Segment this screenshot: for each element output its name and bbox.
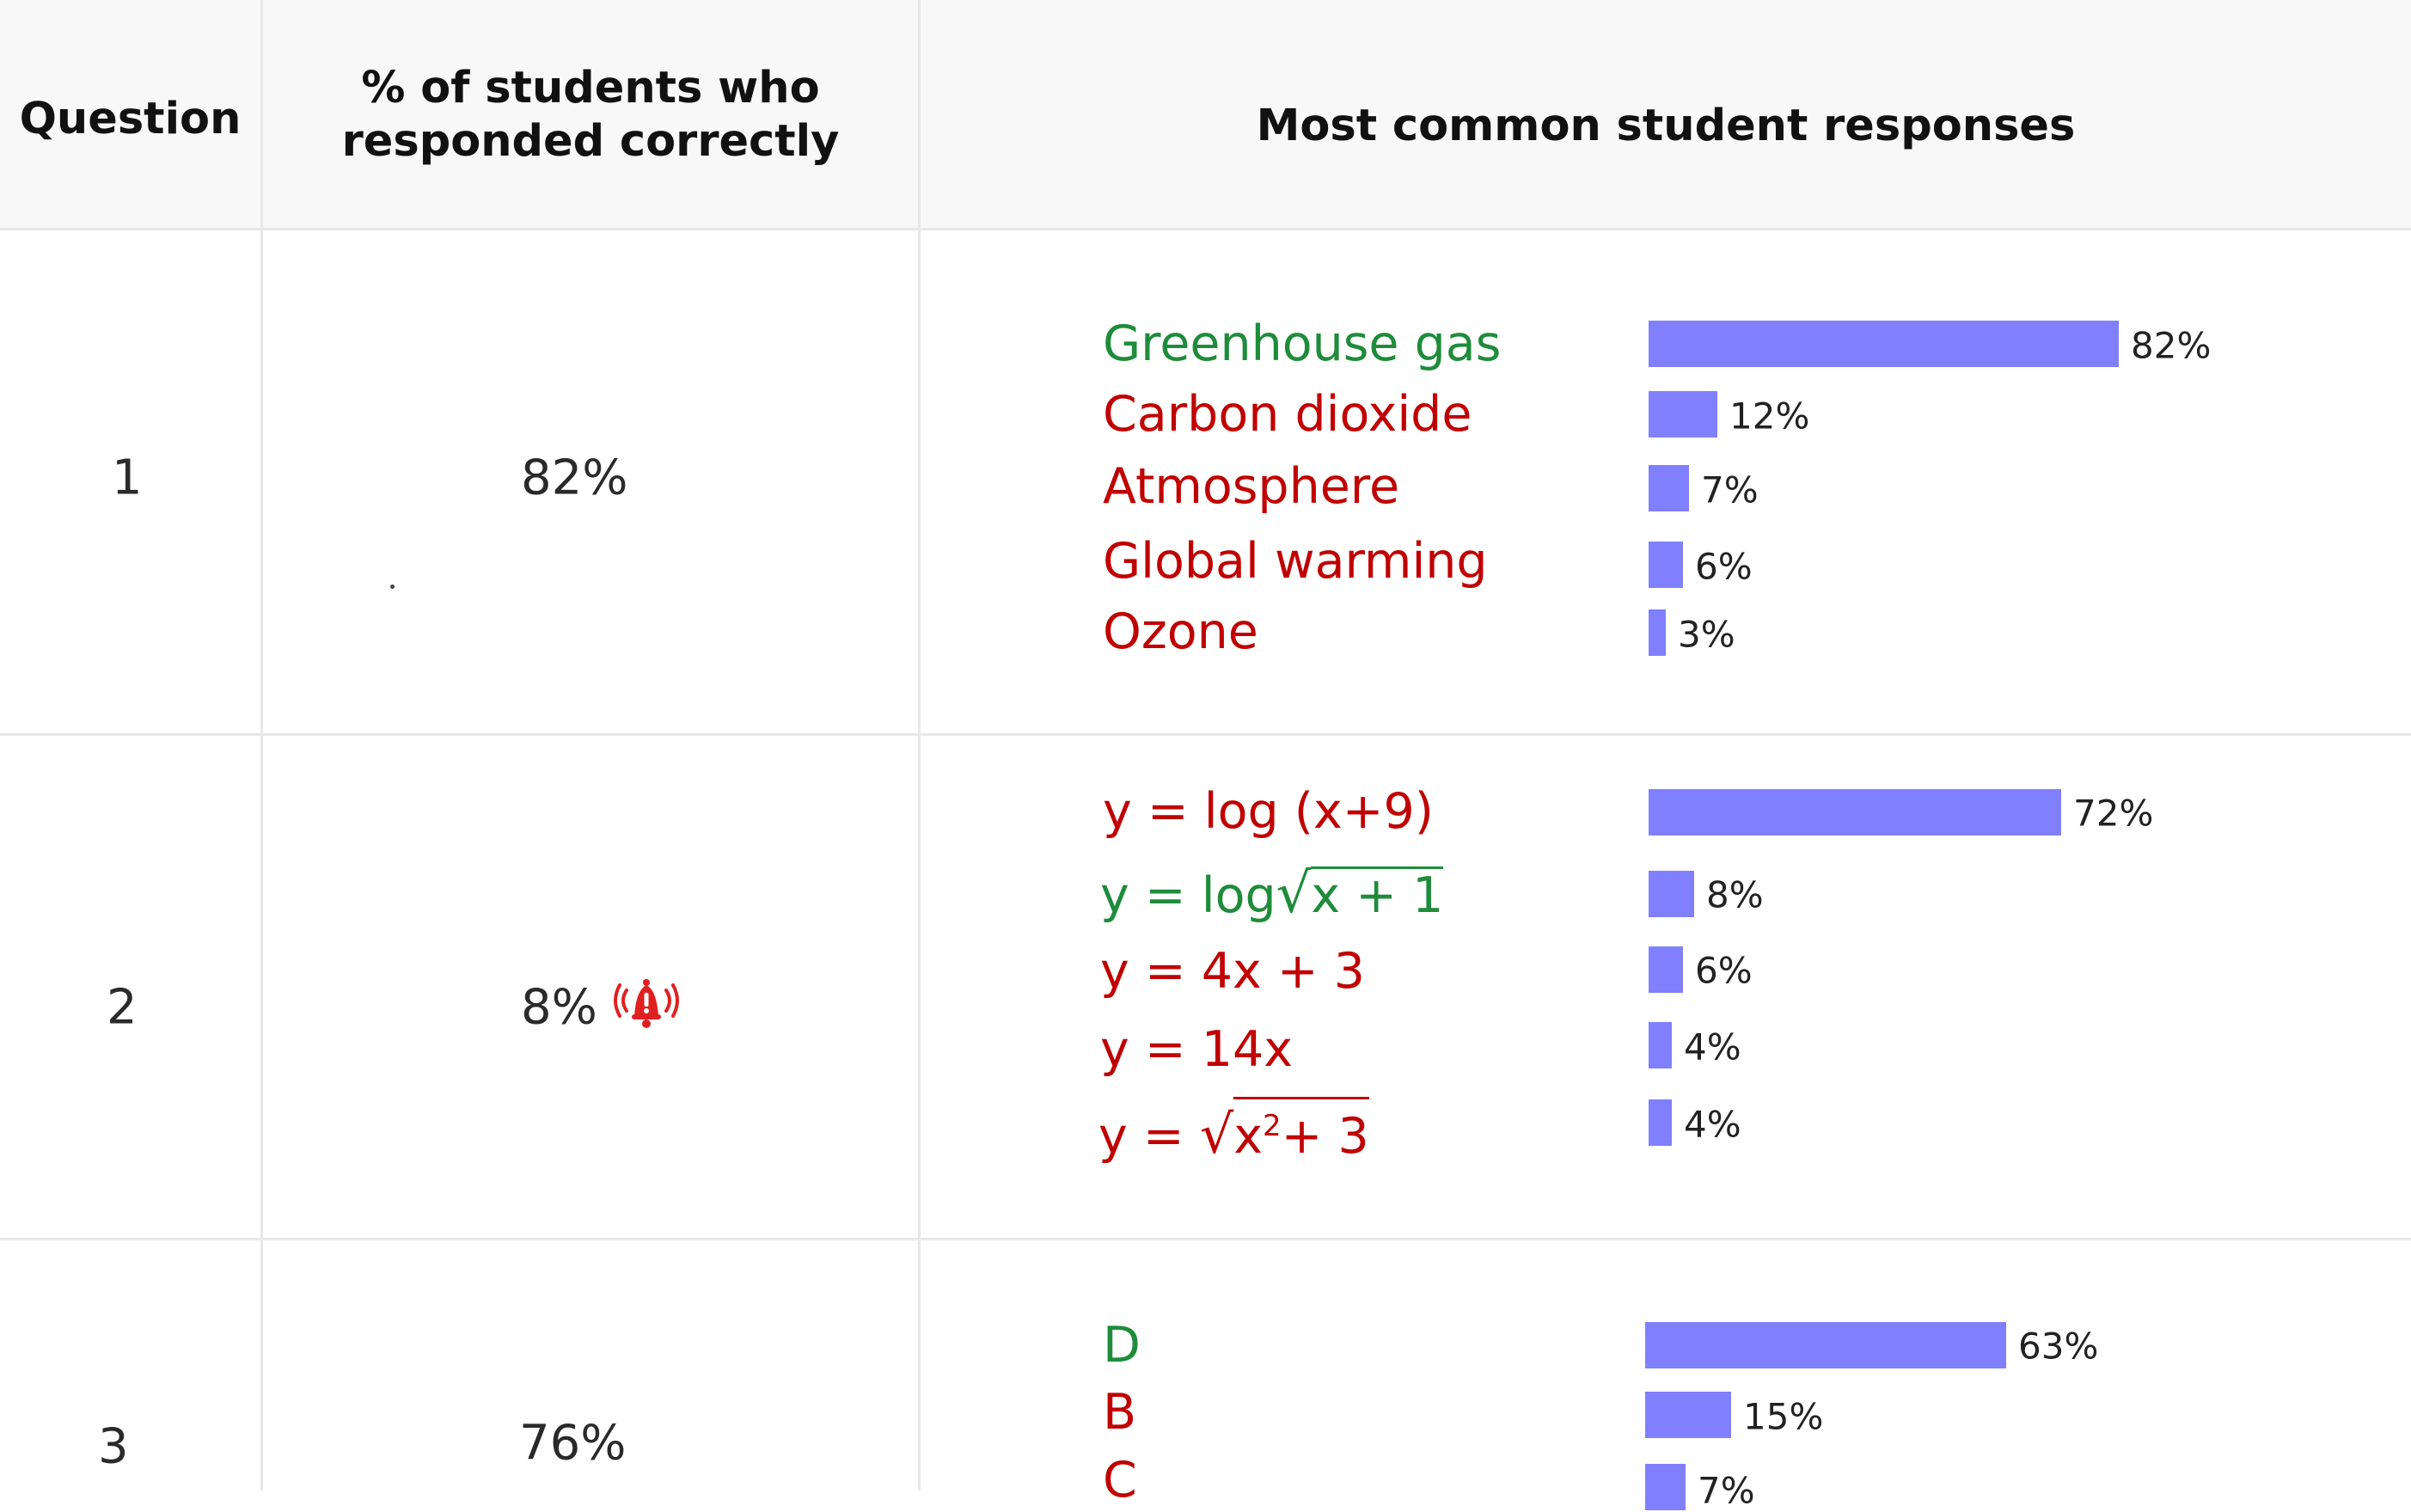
response-percent: 4% xyxy=(1684,1103,1741,1146)
response-percent: 82% xyxy=(2131,324,2212,367)
radicand-base: x xyxy=(1233,1108,1263,1165)
response-text-prefix: y = xyxy=(1098,1108,1200,1165)
response-percent: 15% xyxy=(1743,1395,1824,1438)
response-text: D xyxy=(1103,1317,1141,1374)
radicand-rest: + 3 xyxy=(1281,1108,1369,1165)
response-text: y = log√x + 1 xyxy=(1100,862,1444,926)
response-text: Atmosphere xyxy=(1103,458,1400,515)
response-bar xyxy=(1649,946,1683,993)
response-text: y = log (x+9) xyxy=(1103,783,1434,840)
header-percent-correct: % of students who responded correctly xyxy=(263,62,918,168)
sqrt-sign-icon: √ xyxy=(1199,1103,1234,1166)
response-percent: 63% xyxy=(2018,1325,2099,1368)
question-number: 3 xyxy=(98,1418,129,1475)
response-percent: 72% xyxy=(2073,792,2154,835)
response-bar xyxy=(1649,321,2119,367)
response-text: y = 4x + 3 xyxy=(1100,943,1365,1000)
column-divider xyxy=(260,0,263,1491)
row-divider xyxy=(0,1238,2411,1240)
percent-correct: 76% xyxy=(519,1415,627,1472)
response-percent: 4% xyxy=(1684,1025,1741,1068)
row-divider xyxy=(0,733,2411,736)
response-bar xyxy=(1649,1099,1672,1146)
response-text: Carbon dioxide xyxy=(1103,386,1472,443)
response-percent: 12% xyxy=(1729,395,1810,438)
response-percent: 3% xyxy=(1678,613,1735,656)
percent-correct: 82% xyxy=(521,450,628,506)
stray-dot xyxy=(390,585,395,589)
response-bar xyxy=(1649,542,1683,588)
response-text: Global warming xyxy=(1103,533,1488,590)
response-text: Ozone xyxy=(1103,603,1258,660)
response-percent: 6% xyxy=(1695,949,1753,992)
header-question: Question xyxy=(19,94,242,144)
response-text: y = √x2+ 3 xyxy=(1098,1097,1369,1166)
response-bar xyxy=(1645,1322,2006,1368)
percent-correct: 8% xyxy=(521,979,597,1036)
response-percent: 7% xyxy=(1701,468,1759,511)
response-bar xyxy=(1649,789,2061,836)
response-bar xyxy=(1649,1022,1672,1068)
response-bar xyxy=(1649,391,1717,438)
response-text: y = 14x xyxy=(1100,1021,1293,1078)
response-text: Greenhouse gas xyxy=(1103,315,1502,372)
response-text: B xyxy=(1103,1384,1137,1441)
table-header xyxy=(0,0,2411,229)
response-bar xyxy=(1645,1392,1731,1438)
response-bar xyxy=(1649,609,1666,656)
question-number: 2 xyxy=(107,979,138,1036)
row-divider xyxy=(0,228,2411,230)
response-text: C xyxy=(1103,1452,1137,1509)
radicand-exponent: 2 xyxy=(1262,1109,1282,1143)
response-percent: 6% xyxy=(1695,545,1753,588)
response-text-prefix: y = log xyxy=(1100,867,1276,924)
response-bar xyxy=(1649,465,1689,511)
question-number: 1 xyxy=(112,450,143,506)
header-percent-line2: responded correctly xyxy=(341,116,840,167)
response-bar xyxy=(1649,871,1694,917)
radicand: x2+ 3 xyxy=(1233,1097,1369,1161)
column-divider xyxy=(918,0,921,1491)
response-bar xyxy=(1645,1464,1686,1510)
response-percent: 8% xyxy=(1706,873,1764,916)
response-percent: 7% xyxy=(1698,1469,1755,1512)
header-percent-line1: % of students who xyxy=(361,63,820,113)
header-responses: Most common student responses xyxy=(1256,101,2076,151)
alarm-bell-icon xyxy=(614,979,679,1028)
sqrt-sign-icon: √ xyxy=(1276,862,1312,926)
radicand: x + 1 xyxy=(1311,866,1444,924)
